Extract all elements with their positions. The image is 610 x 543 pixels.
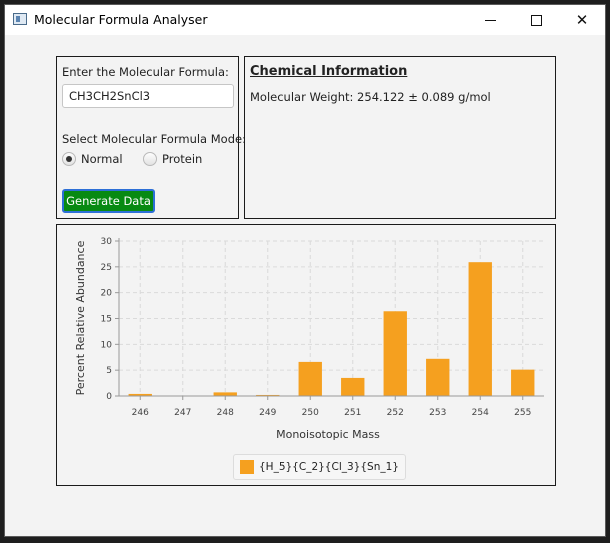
bar-246 [128,393,152,396]
x-tick-label: 248 [217,408,234,418]
maximize-button[interactable] [513,5,559,35]
close-icon: ✕ [575,11,589,29]
chemical-info-title: Chemical Information [250,64,408,79]
bar-254 [468,262,492,396]
formula-input[interactable] [62,84,234,108]
chart-grid [119,240,544,396]
input-panel: Enter the Molecular Formula: Select Mole… [56,56,246,219]
bar-255 [511,369,535,396]
x-axis-label: Monoisotopic Mass [276,428,380,441]
y-tick-label: 20 [101,289,113,299]
window-title: Molecular Formula Analyser [34,12,208,27]
radio-protein[interactable]: Protein [143,152,202,166]
legend-series-name: {H_5}{C_2}{Cl_3}{Sn_1} [259,461,399,473]
x-tick-label: 251 [344,408,361,418]
y-tick-label: 5 [106,366,112,376]
y-tick-label: 0 [106,392,112,402]
radio-normal-label: Normal [81,152,123,166]
radio-protein-indicator[interactable] [143,152,157,166]
minimize-icon [484,19,496,21]
y-axis-label: Percent Relative Abundance [74,240,87,395]
chemical-info-panel: Chemical Information Molecular Weight: 2… [244,56,556,219]
x-tick-label: 253 [429,408,446,418]
radio-normal-indicator[interactable] [62,152,76,166]
molecular-weight-text: Molecular Weight: 254.122 ± 0.089 g/mol [250,90,491,104]
generate-data-button[interactable]: Generate Data [62,189,155,213]
bar-249 [256,394,280,396]
radio-normal[interactable]: Normal [62,152,123,166]
minimize-button[interactable] [467,5,513,35]
app-window: Molecular Formula Analyser ✕ Enter the M… [4,4,606,537]
title-bar[interactable]: Molecular Formula Analyser ✕ [5,5,605,35]
maximize-icon [530,14,542,26]
bar-251 [341,377,365,396]
chart-panel: 0 5 10 15 20 25 30 246 247 248 249 250 251 252 253 254 2… [56,224,556,486]
bar-250 [298,361,322,396]
y-tick-label: 15 [101,315,112,325]
bar-253 [426,358,450,396]
chart-axes: 0 5 10 15 20 25 30 246 247 248 249 250 251 252 253 254 2… [101,237,544,418]
x-tick-label: 247 [174,408,191,418]
x-tick-label: 249 [259,408,276,418]
bar-248 [213,392,237,396]
mode-label: Select Molecular Formula Mode: [62,132,246,146]
bar-252 [383,311,407,396]
formula-label: Enter the Molecular Formula: [62,65,229,79]
x-tick-label: 246 [132,408,149,418]
x-tick-label: 255 [514,408,531,418]
x-tick-label: 254 [472,408,489,418]
y-tick-label: 25 [101,263,112,273]
abundance-chart: 0 5 10 15 20 25 30 246 247 248 249 250 251 252 253 254 2… [74,237,544,441]
x-tick-label: 250 [302,408,319,418]
chart-bars [128,262,535,396]
app-icon [13,13,27,25]
radio-protein-label: Protein [162,152,203,166]
chart-legend: {H_5}{C_2}{Cl_3}{Sn_1} [233,454,406,480]
legend-swatch [240,460,254,474]
y-tick-label: 30 [101,237,113,247]
y-tick-label: 10 [101,340,113,350]
close-button[interactable]: ✕ [559,5,605,35]
x-tick-label: 252 [387,408,404,418]
